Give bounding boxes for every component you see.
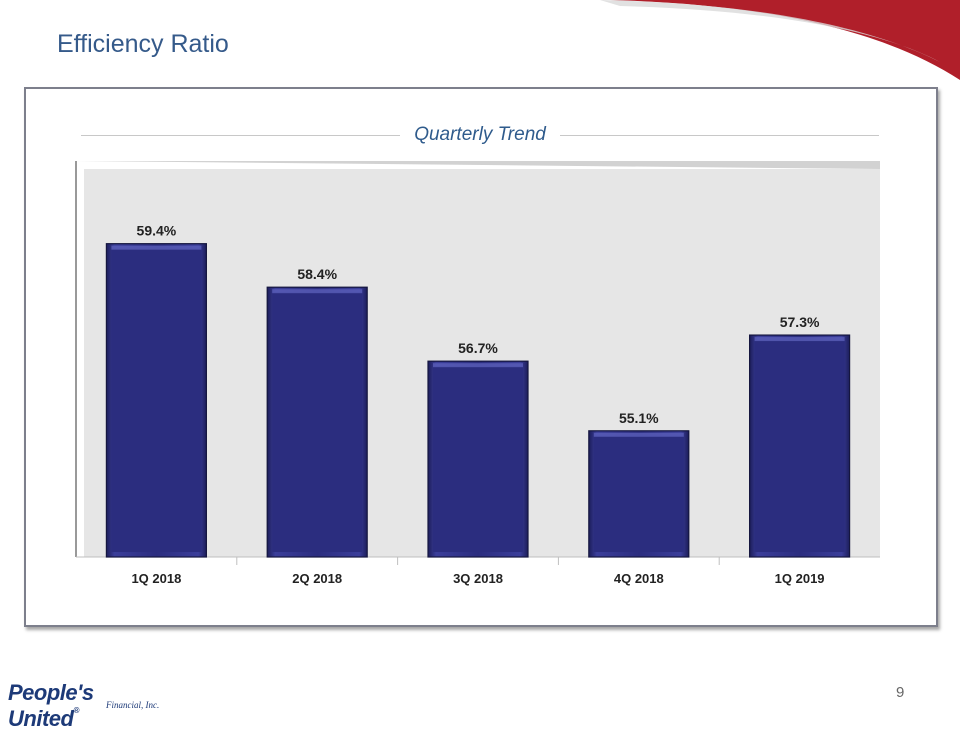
bar-face bbox=[754, 340, 845, 552]
bar-group bbox=[266, 286, 368, 558]
bar-highlight bbox=[593, 432, 684, 437]
chart-subtitle-row: Quarterly Trend bbox=[81, 123, 880, 147]
x-tick-label: 2Q 2018 bbox=[292, 571, 342, 586]
bar-group bbox=[427, 360, 529, 558]
bar-face bbox=[111, 248, 202, 552]
data-label: 55.1% bbox=[619, 410, 659, 426]
bar-group bbox=[588, 430, 690, 558]
subtitle-rule-right bbox=[559, 134, 880, 136]
chart-panel: Quarterly Trend 59.4% 1Q 2018 58.4% 2Q 2018… bbox=[24, 87, 938, 627]
bar-face bbox=[433, 366, 523, 552]
x-tick-label: 1Q 2018 bbox=[131, 571, 181, 586]
bar-chart: 59.4% 1Q 2018 58.4% 2Q 2018 56.7% 3Q 2018 55.1… bbox=[75, 161, 880, 586]
data-label: 57.3% bbox=[780, 314, 820, 330]
data-label: 59.4% bbox=[137, 223, 177, 239]
logo-subtitle: Financial, Inc. bbox=[106, 700, 160, 710]
header-swoosh bbox=[600, 0, 960, 80]
bar-face bbox=[593, 435, 684, 552]
bar-group bbox=[105, 243, 208, 558]
bar-highlight bbox=[754, 337, 845, 342]
slide-title: Efficiency Ratio bbox=[57, 30, 229, 58]
chart-subtitle: Quarterly Trend bbox=[414, 124, 546, 145]
data-label: 58.4% bbox=[297, 266, 337, 282]
company-logo: People's United® Financial, Inc. bbox=[8, 680, 168, 731]
page-number: 9 bbox=[896, 684, 905, 701]
x-tick-label: 4Q 2018 bbox=[614, 571, 664, 586]
x-tick-label: 1Q 2019 bbox=[775, 571, 825, 586]
bar-face bbox=[272, 292, 363, 552]
bar-group bbox=[748, 334, 851, 558]
data-label: 56.7% bbox=[458, 340, 498, 356]
bar-highlight bbox=[272, 289, 363, 294]
x-tick-label: 3Q 2018 bbox=[453, 571, 503, 586]
bar-highlight bbox=[111, 245, 202, 250]
bar-highlight bbox=[433, 363, 523, 368]
subtitle-rule-left bbox=[81, 134, 401, 136]
